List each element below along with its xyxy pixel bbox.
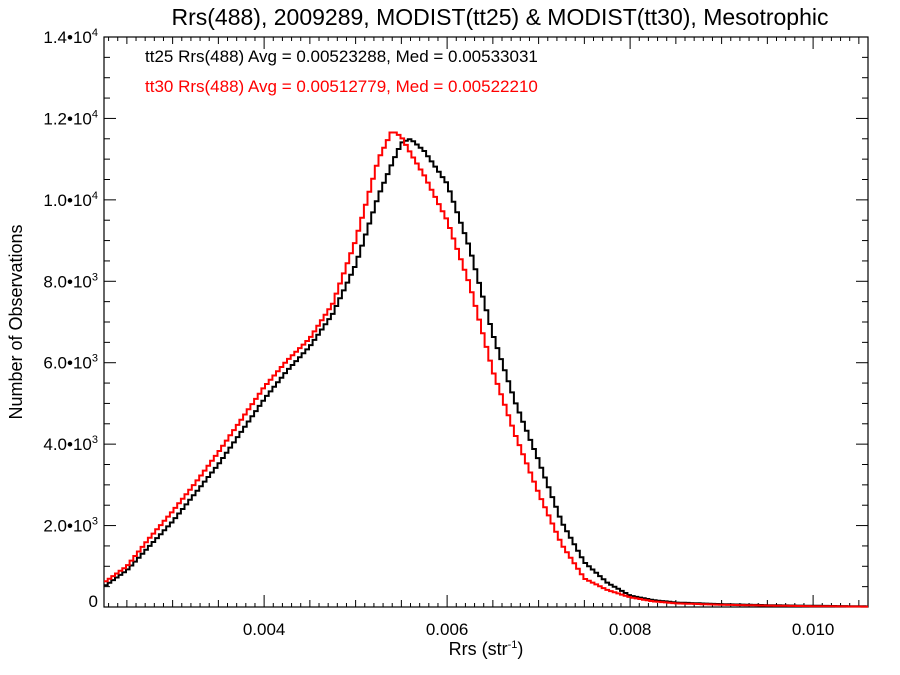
y-tick-label: 1.0•104 <box>43 190 98 210</box>
y-axis: 0 2.0•103 4.0•103 6.0•103 8.0•103 1.0•104 1.2•… <box>43 27 868 611</box>
x-tick-label: 0.006 <box>426 620 469 639</box>
y-tick-label: 1.4•104 <box>43 27 98 47</box>
x-axis-label: Rrs (str-1) <box>449 639 524 659</box>
y-axis-label: Number of Observations <box>6 224 26 419</box>
y-tick-label: 1.2•104 <box>43 108 98 128</box>
y-tick-label: 2.0•103 <box>43 516 98 536</box>
x-tick-label: 0.010 <box>792 620 835 639</box>
series-line-tt25 <box>104 138 868 608</box>
legend-entry-tt25: tt25 Rrs(488) Avg = 0.00523288, Med = 0.… <box>145 47 538 66</box>
x-axis: 0.004 0.006 0.008 0.010 <box>108 37 860 639</box>
y-tick-label: 4.0•103 <box>43 434 98 454</box>
legend-entry-tt30: tt30 Rrs(488) Avg = 0.00512779, Med = 0.… <box>145 77 538 96</box>
series-line-tt30 <box>104 131 868 608</box>
x-axis-label-close: ) <box>517 639 523 659</box>
y-tick-label: 6.0•103 <box>43 353 98 373</box>
y-tick-label: 8.0•103 <box>43 271 98 291</box>
x-tick-label: 0.004 <box>243 620 286 639</box>
x-tick-label: 0.008 <box>609 620 652 639</box>
plot-frame <box>103 36 869 608</box>
y-tick-label: 0 <box>89 592 98 611</box>
x-axis-label-sup: -1 <box>508 639 518 651</box>
chart-title: Rrs(488), 2009289, MODIST(tt25) & MODIST… <box>172 4 829 30</box>
x-axis-label-main: Rrs (str <box>449 639 508 659</box>
series-group <box>104 131 868 608</box>
